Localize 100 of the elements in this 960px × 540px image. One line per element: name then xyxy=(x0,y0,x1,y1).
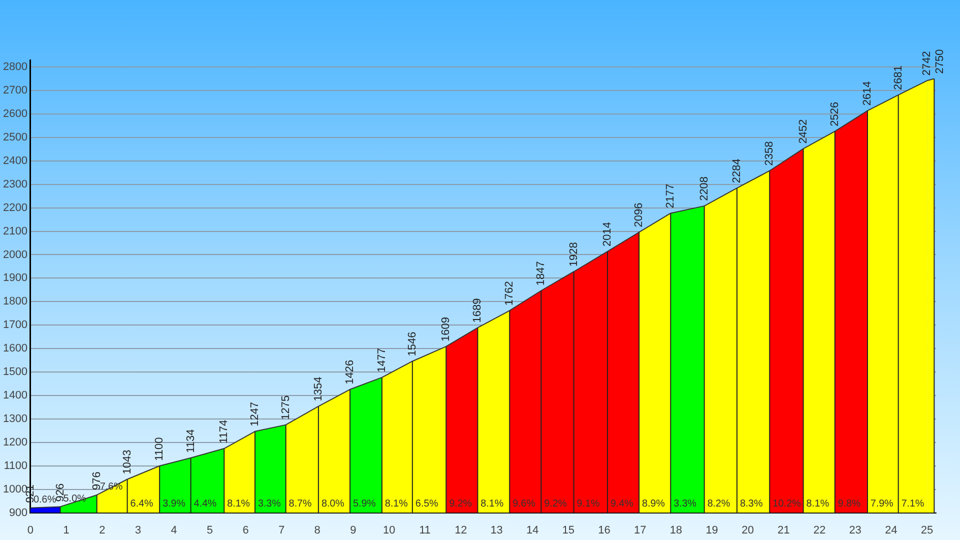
annotation: 8.1% xyxy=(227,498,250,510)
x-tick-label: 18 xyxy=(670,524,682,536)
annotation: 0.6% xyxy=(33,494,56,506)
data-label: 1928 xyxy=(568,242,580,267)
data-label: 1043 xyxy=(121,450,134,474)
data-label: 1275 xyxy=(280,395,292,420)
annotation: 9.2% xyxy=(449,498,472,510)
data-label: 2681 xyxy=(892,65,904,90)
x-tick-label: 15 xyxy=(562,524,575,536)
y-tick-label: 2700 xyxy=(2,84,28,97)
annotation: 9.8% xyxy=(838,498,861,510)
x-tick-label: 0 xyxy=(27,524,34,536)
data-label: 1354 xyxy=(312,376,324,402)
data-label: 2742 xyxy=(921,51,934,76)
x-tick-label: 22 xyxy=(813,524,826,536)
y-tick-label: 1500 xyxy=(2,366,28,378)
y-tick-label: 1100 xyxy=(4,460,28,472)
x-tick-label: 7 xyxy=(278,524,285,536)
annotation: 8.1% xyxy=(384,498,408,510)
data-label: 1847 xyxy=(535,261,548,286)
x-tick-label: 8 xyxy=(314,524,320,536)
data-label: 1247 xyxy=(249,402,261,426)
data-label: 2096 xyxy=(633,202,646,228)
data-label: 2358 xyxy=(764,141,776,166)
x-tick-label: 12 xyxy=(454,524,467,536)
x-tick-label: 23 xyxy=(849,524,862,536)
annotation: 5.9% xyxy=(353,498,376,510)
x-tick-label: 21 xyxy=(777,524,790,536)
data-label: 2177 xyxy=(664,184,677,208)
data-label: 1426 xyxy=(344,360,356,384)
y-tick-label: 2100 xyxy=(2,225,28,238)
y-tick-label: 2600 xyxy=(2,108,28,120)
data-label: 2750 xyxy=(934,49,946,74)
annotation: 7.6% xyxy=(100,482,123,493)
data-label: 2526 xyxy=(828,102,841,126)
y-tick-label: 1900 xyxy=(2,272,28,284)
annotation: 8.3% xyxy=(740,498,763,510)
x-tick-label: 14 xyxy=(526,524,539,536)
y-tick-label: 2400 xyxy=(2,154,28,167)
y-tick-label: 1600 xyxy=(2,342,28,355)
y-tick-label: 1700 xyxy=(2,319,28,332)
data-label: 2452 xyxy=(797,119,810,144)
x-tick-label: 4 xyxy=(170,524,177,536)
data-label: 1174 xyxy=(218,420,230,444)
annotation: 8.1% xyxy=(480,498,504,510)
annotation: 4.4% xyxy=(194,498,217,510)
annotation: 8.1% xyxy=(806,498,830,510)
data-label: 1609 xyxy=(440,316,452,342)
data-label: 2208 xyxy=(698,176,710,201)
y-tick-label: 2500 xyxy=(2,131,28,144)
data-label: 1134 xyxy=(184,429,197,453)
data-label: 1100 xyxy=(154,437,166,461)
annotation: 9.4% xyxy=(610,498,634,510)
annotation: 8.7% xyxy=(288,498,312,510)
y-tick-label: 1800 xyxy=(2,296,28,308)
x-tick-label: 10 xyxy=(382,524,396,536)
annotation: 10.2% xyxy=(772,498,802,510)
x-tick-label: 3 xyxy=(134,524,142,536)
x-tick-label: 1 xyxy=(63,524,70,536)
x-tick-label: 13 xyxy=(490,524,503,536)
y-tick-label: 1300 xyxy=(2,412,28,425)
x-tick-label: 11 xyxy=(419,524,431,536)
annotation: 8.9% xyxy=(642,498,665,510)
x-tick-label: 9 xyxy=(350,524,356,536)
annotation: 3.3% xyxy=(674,498,697,510)
annotation: 3.9% xyxy=(162,498,186,510)
annotation: 9.2% xyxy=(544,498,568,510)
annotation: 9.1% xyxy=(576,498,600,510)
annotation: 8.2% xyxy=(707,498,730,510)
x-tick-label: 16 xyxy=(598,524,610,536)
data-label: 2614 xyxy=(862,81,874,106)
annotation: 5.0% xyxy=(63,493,86,504)
y-tick-label: 2300 xyxy=(2,178,28,190)
data-label: 2014 xyxy=(602,222,614,246)
data-label: 1762 xyxy=(504,281,516,306)
annotation: 6.4% xyxy=(130,498,154,510)
x-tick-label: 2 xyxy=(99,524,106,536)
x-tick-label: 19 xyxy=(706,524,718,536)
data-label: 1546 xyxy=(406,332,418,356)
annotation: 9.6% xyxy=(512,498,536,510)
y-tick-label: 1200 xyxy=(2,436,28,448)
annotation: 8.0% xyxy=(321,498,344,510)
x-tick-label: 20 xyxy=(742,524,754,536)
y-tick-label: 900 xyxy=(9,506,28,519)
data-label: 2284 xyxy=(730,158,743,184)
y-tick-label: 2800 xyxy=(2,61,28,74)
annotation: 6.5% xyxy=(415,498,438,510)
x-tick-label: 24 xyxy=(885,524,898,536)
annotation: 3.3% xyxy=(258,498,281,510)
y-tick-label: 1400 xyxy=(2,390,28,402)
y-tick-label: 2000 xyxy=(2,248,28,261)
annotation: 7.9% xyxy=(870,498,894,510)
x-tick-label: 5 xyxy=(206,524,213,536)
x-tick-label: 17 xyxy=(634,524,646,536)
x-tick-label: 6 xyxy=(242,524,249,536)
data-label: 1689 xyxy=(472,298,484,323)
x-tick-label: 25 xyxy=(920,524,934,536)
y-tick-label: 2200 xyxy=(2,202,28,214)
annotation: 7.1% xyxy=(901,498,924,510)
data-label: 1477 xyxy=(376,348,388,372)
